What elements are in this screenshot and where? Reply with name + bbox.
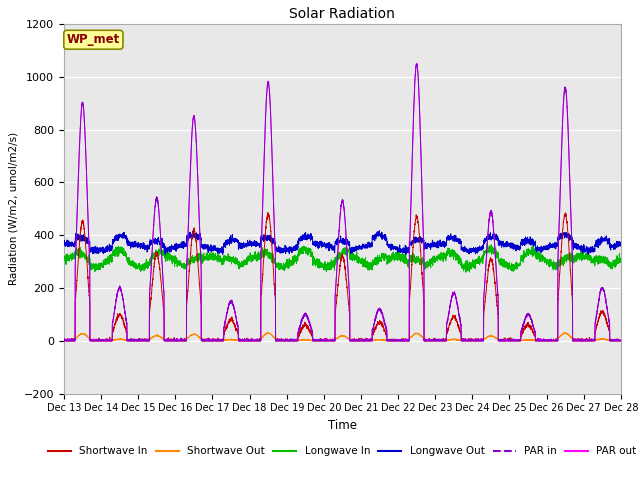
X-axis label: Time: Time xyxy=(328,419,357,432)
Text: WP_met: WP_met xyxy=(67,33,120,46)
Legend: Shortwave In, Shortwave Out, Longwave In, Longwave Out, PAR in, PAR out: Shortwave In, Shortwave Out, Longwave In… xyxy=(44,442,640,460)
Y-axis label: Radiation (W/m2, umol/m2/s): Radiation (W/m2, umol/m2/s) xyxy=(8,132,18,286)
Title: Solar Radiation: Solar Radiation xyxy=(289,8,396,22)
